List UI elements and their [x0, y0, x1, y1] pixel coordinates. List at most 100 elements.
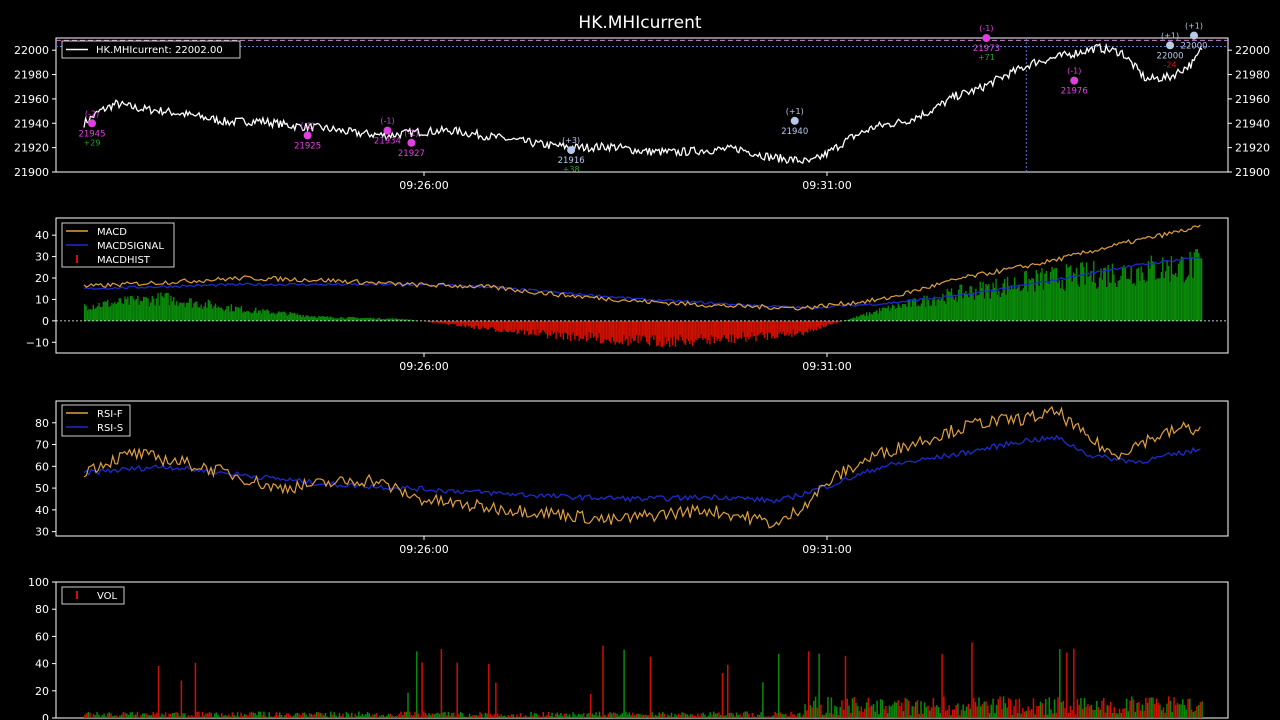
macd-hist-bar [242, 312, 244, 321]
volume-bar [1127, 711, 1130, 718]
macd-hist-bar [591, 320, 593, 334]
volume-bar [484, 712, 487, 718]
macd-hist-bar [611, 320, 613, 338]
volume-bar [84, 714, 86, 718]
macd-hist-bar [109, 305, 112, 321]
macd-hist-bar [729, 320, 731, 335]
macd-hist-bar [158, 305, 161, 321]
volume-bar [433, 714, 436, 718]
macd-hist-bar [362, 317, 365, 321]
macd-hist-bar [541, 320, 543, 332]
macd-hist-bar [578, 320, 580, 342]
volume-bar [999, 696, 1001, 718]
macd-hist-bar [1162, 257, 1164, 321]
macd-hist-bar [726, 320, 728, 340]
volume-bar [396, 715, 399, 718]
macd-hist-bar [988, 283, 990, 321]
macd-hist-bar [745, 320, 747, 342]
macd-hist-bar [913, 298, 915, 321]
macd-hist-bar [252, 312, 254, 321]
volume-bar [1064, 707, 1066, 718]
volume-bar [586, 713, 588, 718]
volume-bar [881, 700, 884, 718]
volume-bar [301, 712, 304, 718]
volume-bar [660, 713, 662, 718]
volume-bar [1145, 697, 1147, 718]
volume-bar [981, 704, 984, 718]
macd-hist-bar [404, 319, 406, 321]
macd-hist-bar [1180, 256, 1183, 321]
volume-bar [240, 712, 242, 718]
macd-hist-bar [256, 312, 258, 321]
volume-bar [570, 716, 573, 718]
volume-bar [366, 711, 369, 718]
macd-hist-bar [792, 320, 795, 330]
volume-bar [470, 716, 473, 718]
macd-hist-bar [805, 320, 807, 332]
volume-bar [654, 714, 657, 718]
macd-hist-bar [1088, 275, 1091, 321]
macd-hist-bar [1011, 285, 1013, 321]
volume-bar [630, 715, 632, 718]
volume-bar [1009, 699, 1012, 718]
macd-hist-bar [518, 320, 520, 334]
volume-bar [157, 665, 160, 718]
volume-bar [825, 712, 827, 718]
volume-bar [500, 714, 502, 718]
macd-hist-bar [474, 320, 477, 326]
volume-bar [792, 714, 794, 718]
macd-hist-bar [779, 320, 782, 333]
macd-hist-bar [1166, 261, 1168, 321]
volume-bar [765, 716, 768, 718]
volume-bar [711, 714, 713, 718]
macd-hist-bar [152, 298, 155, 321]
macd-hist-bar [513, 320, 516, 332]
macd-hist-bar [680, 320, 682, 338]
trade-marker [790, 116, 799, 125]
macd-hist-bar [970, 286, 973, 321]
volume-bar [259, 711, 262, 718]
volume-bar [1152, 697, 1154, 718]
volume-bar [1039, 701, 1042, 718]
volume-bar [1053, 699, 1056, 718]
macd-hist-bar [1129, 279, 1131, 321]
macd-hist-bar [1186, 277, 1188, 321]
macd-hist-bar [163, 297, 165, 321]
macd-hist-bar [358, 318, 360, 321]
macd-hist-bar [485, 320, 487, 329]
macd-xtick-label: 09:26:00 [399, 360, 448, 373]
macd-hist-bar [167, 293, 169, 321]
volume-bar [598, 711, 601, 718]
macd-hist-bar [129, 295, 132, 321]
volume-bar [1069, 705, 1072, 718]
volume-bar [907, 700, 910, 718]
volume-bar [934, 706, 936, 718]
volume-bar [287, 713, 290, 718]
macd-hist-bar [1077, 284, 1079, 321]
volume-bar [911, 706, 913, 718]
volume-bar [946, 709, 949, 718]
volume-bar [1171, 712, 1173, 718]
macd-hist-bar [155, 298, 158, 321]
volume-bar [786, 716, 789, 718]
macd-hist-bar [604, 320, 606, 339]
macd-hist-bar [178, 302, 181, 321]
macd-hist-bar [234, 306, 237, 321]
volume-bar [178, 715, 181, 718]
macd-hist-bar [266, 309, 268, 321]
trade-marker [383, 126, 392, 135]
macd-hist-bar [660, 320, 662, 347]
macd-hist-bar [450, 320, 452, 324]
macd-hist-bar [1126, 279, 1128, 321]
macd-hist-bar [257, 310, 260, 321]
volume-bar [173, 712, 176, 718]
volume-bar [224, 715, 227, 718]
macd-hist-bar [230, 304, 233, 321]
macd-hist-bar [171, 301, 174, 321]
legend-label-rsi-s: RSI-S [97, 423, 123, 434]
volume-bar [849, 713, 852, 718]
rsi-plot-frame [55, 400, 1229, 537]
macd-hist-bar [651, 320, 654, 336]
macd-hist-bar [677, 320, 680, 341]
volume-bar [965, 706, 968, 718]
